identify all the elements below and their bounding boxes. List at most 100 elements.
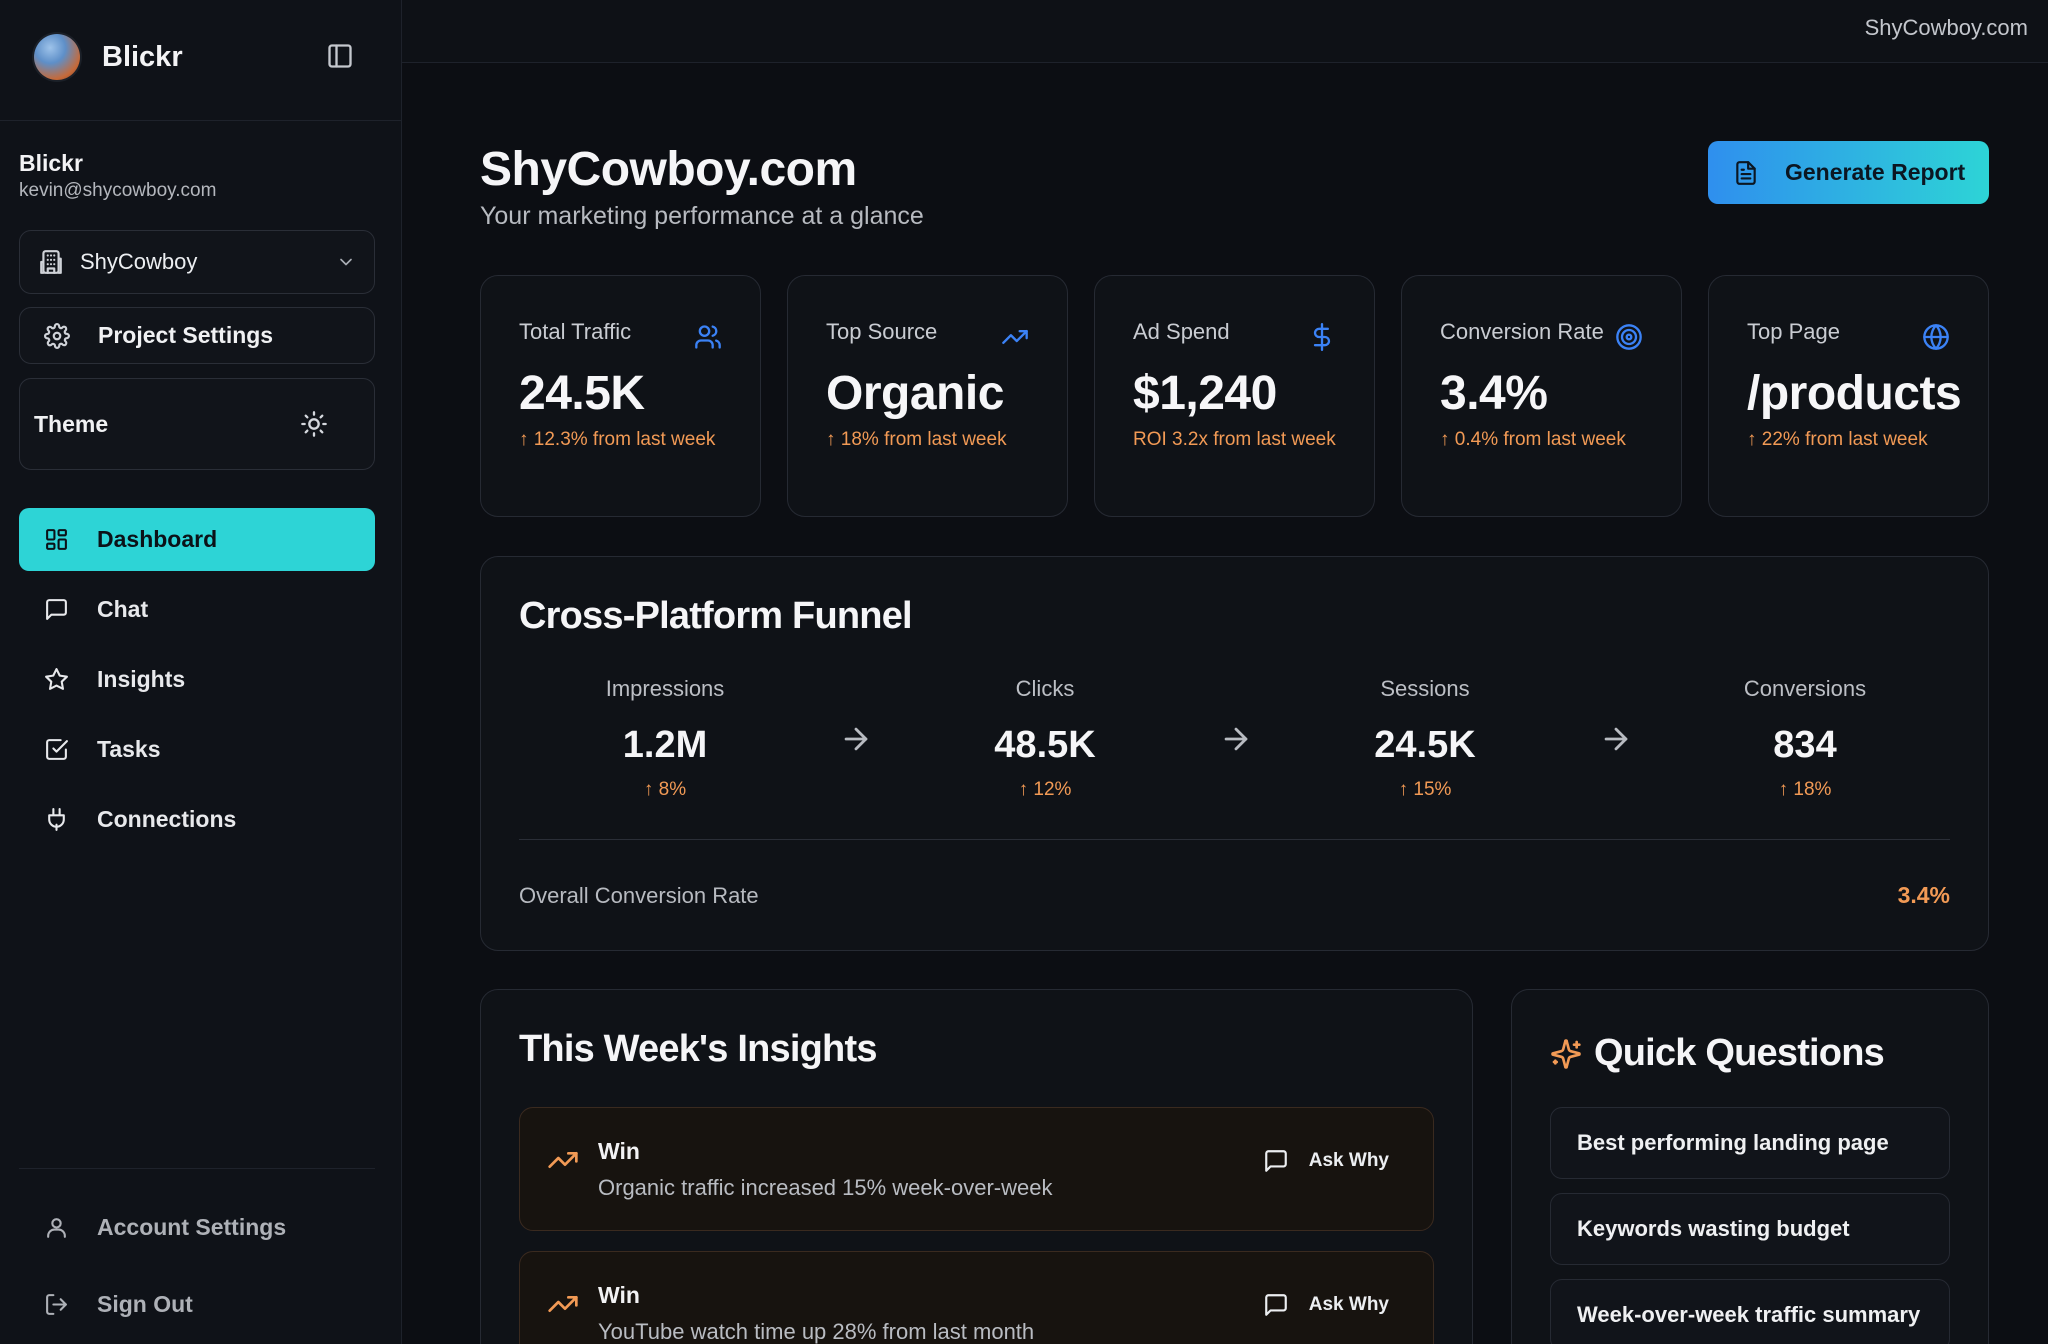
stat-change: ↑ 12.3% from last week <box>519 429 716 450</box>
check-square-icon <box>44 737 69 762</box>
stat-card-ad-spend: Ad Spend $1,240 ROI 3.2x from last week <box>1094 275 1375 517</box>
ask-why-button[interactable]: Ask Why <box>1263 1148 1389 1174</box>
funnel-step-label: Conversions <box>1743 676 1867 701</box>
stat-card-total-traffic: Total Traffic 24.5K ↑ 12.3% from last we… <box>480 275 761 517</box>
stat-label: Ad Spend <box>1133 319 1230 344</box>
insight-text: Organic traffic increased 15% week-over-… <box>598 1175 1053 1200</box>
stat-value: Organic <box>826 367 1004 420</box>
plug-icon <box>44 807 69 832</box>
quick-question-item[interactable]: Keywords wasting budget <box>1550 1193 1950 1265</box>
funnel-divider <box>519 839 1950 840</box>
funnel-step-value: 24.5K <box>1374 724 1476 766</box>
funnel-step-clicks: Clicks 48.5K ↑ 12% <box>915 676 1175 801</box>
account-settings-link[interactable]: Account Settings <box>44 1214 286 1241</box>
sidebar-toggle-icon[interactable] <box>326 42 354 70</box>
theme-toggle[interactable]: Theme <box>19 378 375 470</box>
sign-out-link[interactable]: Sign Out <box>44 1291 193 1318</box>
insight-kind: Win <box>598 1282 640 1308</box>
insights-title: This Week's Insights <box>519 1028 877 1070</box>
funnel-step-value: 1.2M <box>622 724 708 766</box>
funnel-step-value: 834 <box>1773 724 1837 766</box>
stat-label: Top Page <box>1747 319 1840 344</box>
target-icon <box>1615 323 1643 351</box>
sun-icon[interactable] <box>300 410 328 438</box>
page-title: ShyCowboy.com <box>480 143 857 196</box>
nav-item-tasks[interactable]: Tasks <box>19 718 375 781</box>
stat-card-top-source: Top Source Organic ↑ 18% from last week <box>787 275 1068 517</box>
nav-label: Tasks <box>97 736 161 762</box>
funnel-step-label: Sessions <box>1380 676 1470 701</box>
stat-change: ↑ 0.4% from last week <box>1440 429 1626 450</box>
stat-change: ↑ 22% from last week <box>1747 429 1928 450</box>
arrow-right-icon <box>1599 722 1633 756</box>
brand[interactable]: Blickr <box>34 34 183 80</box>
nav-item-insights[interactable]: Insights <box>19 648 375 711</box>
quick-questions-title: Quick Questions <box>1594 1032 1885 1074</box>
message-square-icon <box>1263 1148 1289 1174</box>
chevron-down-icon <box>336 252 356 272</box>
funnel-step-change: ↑ 8% <box>643 779 687 800</box>
stat-value: /products <box>1747 367 1962 420</box>
stat-label: Conversion Rate <box>1440 319 1604 344</box>
funnel-step-sessions: Sessions 24.5K ↑ 15% <box>1295 676 1555 801</box>
generate-report-button[interactable]: Generate Report <box>1708 141 1989 204</box>
file-text-icon <box>1733 160 1759 186</box>
nav-label: Insights <box>97 666 186 692</box>
overall-conversion-label: Overall Conversion Rate <box>519 883 759 908</box>
user-icon <box>44 1215 69 1240</box>
top-bar: ShyCowboy.com <box>402 0 2048 63</box>
project-settings-button[interactable]: Project Settings <box>19 307 375 364</box>
building-icon <box>38 249 64 275</box>
trending-up-icon <box>547 1144 579 1176</box>
trending-up-icon <box>1001 323 1029 351</box>
funnel-card: Cross-Platform Funnel Impressions 1.2M ↑… <box>480 556 1989 951</box>
funnel-step-change: ↑ 18% <box>1778 779 1832 800</box>
arrow-right-icon <box>839 722 873 756</box>
message-square-icon <box>44 597 69 622</box>
dollar-icon <box>1308 323 1336 351</box>
stat-change: ROI 3.2x from last week <box>1133 429 1336 450</box>
user-email: kevin@shycowboy.com <box>19 180 217 201</box>
nav-item-connections[interactable]: Connections <box>19 788 375 851</box>
users-icon <box>694 323 722 351</box>
nav-label: Dashboard <box>97 526 218 552</box>
layout-grid-icon <box>44 527 69 552</box>
funnel-step-change: ↑ 15% <box>1398 779 1452 800</box>
quick-question-item[interactable]: Best performing landing page <box>1550 1107 1950 1179</box>
ask-why-button[interactable]: Ask Why <box>1263 1292 1389 1318</box>
stat-card-conversion-rate: Conversion Rate 3.4% ↑ 0.4% from last we… <box>1401 275 1682 517</box>
insight-text: YouTube watch time up 28% from last mont… <box>598 1319 1035 1344</box>
trending-up-icon <box>547 1288 579 1320</box>
account-settings-label: Account Settings <box>97 1214 287 1240</box>
message-square-icon <box>1263 1292 1289 1318</box>
stat-value: 3.4% <box>1440 367 1548 420</box>
funnel-step-change: ↑ 12% <box>1018 779 1072 800</box>
funnel-step-impressions: Impressions 1.2M ↑ 8% <box>535 676 795 801</box>
nav-item-chat[interactable]: Chat <box>19 578 375 641</box>
quick-questions-card: Quick Questions Best performing landing … <box>1511 989 1989 1344</box>
quick-questions-header: Quick Questions <box>1550 1032 1885 1075</box>
page-subtitle: Your marketing performance at a glance <box>480 202 924 230</box>
globe-icon <box>1922 323 1950 351</box>
project-select-value: ShyCowboy <box>80 249 198 274</box>
project-select[interactable]: ShyCowboy <box>19 230 375 294</box>
quick-question-item[interactable]: Week-over-week traffic summary <box>1550 1279 1950 1344</box>
nav-item-dashboard[interactable]: Dashboard <box>19 508 375 571</box>
stat-label: Top Source <box>826 319 938 344</box>
log-out-icon <box>44 1292 69 1317</box>
funnel-step-value: 48.5K <box>994 724 1096 766</box>
arrow-right-icon <box>1219 722 1253 756</box>
theme-label: Theme <box>34 410 109 437</box>
star-icon <box>44 667 69 692</box>
brand-name: Blickr <box>102 40 183 73</box>
stat-card-top-page: Top Page /products ↑ 22% from last week <box>1708 275 1989 517</box>
sparkles-icon <box>1550 1038 1582 1070</box>
user-name: Blickr <box>19 150 83 176</box>
topbar-site-name: ShyCowboy.com <box>1864 15 2028 40</box>
funnel-step-label: Clicks <box>1015 676 1075 701</box>
stat-label: Total Traffic <box>519 319 632 344</box>
ask-why-label: Ask Why <box>1308 1294 1389 1315</box>
overall-conversion-value: 3.4% <box>1897 882 1950 908</box>
nav-label: Connections <box>97 806 237 832</box>
brand-logo <box>34 34 80 80</box>
